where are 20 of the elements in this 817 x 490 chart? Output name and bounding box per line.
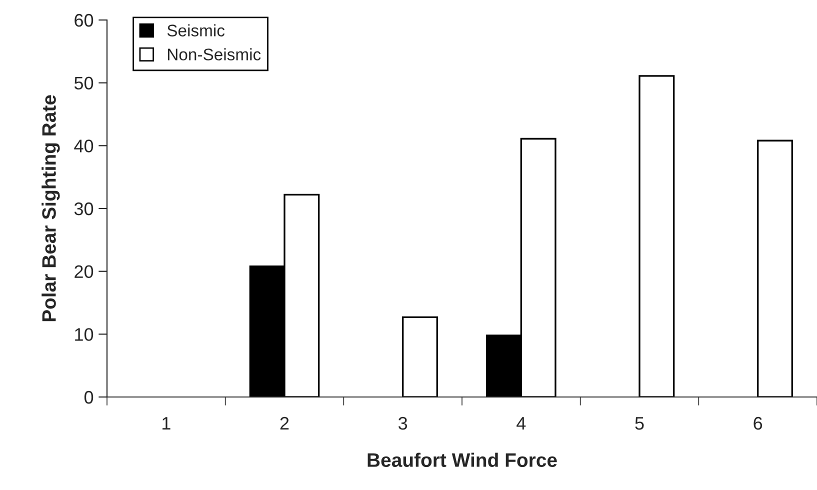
x-tick-label: 3: [398, 416, 408, 430]
bar: [402, 316, 438, 397]
bar: [757, 140, 793, 397]
legend-label: Seismic: [167, 24, 225, 36]
x-tick-label: 6: [754, 416, 762, 430]
y-tick-label: 40: [74, 140, 94, 152]
x-tick-label: 4: [516, 417, 526, 430]
y-tick-label: 60: [74, 14, 94, 27]
x-tick-label: 1: [162, 417, 170, 430]
y-tick-label: 20: [74, 265, 94, 278]
y-axis-title: Polar Bear Sighting Rate: [42, 95, 60, 322]
y-tick-label: 0: [84, 390, 94, 404]
x-tick-label: 5: [635, 417, 644, 430]
y-tick-label: 50: [74, 76, 94, 90]
legend-label: Non-Seismic: [168, 48, 261, 60]
y-tick-label: 30: [74, 202, 94, 216]
y-tick-label: 10: [75, 328, 94, 341]
x-tick-label: 2: [280, 416, 289, 430]
x-axis-title: Beaufort Wind Force: [368, 452, 557, 468]
bar: [638, 75, 675, 397]
